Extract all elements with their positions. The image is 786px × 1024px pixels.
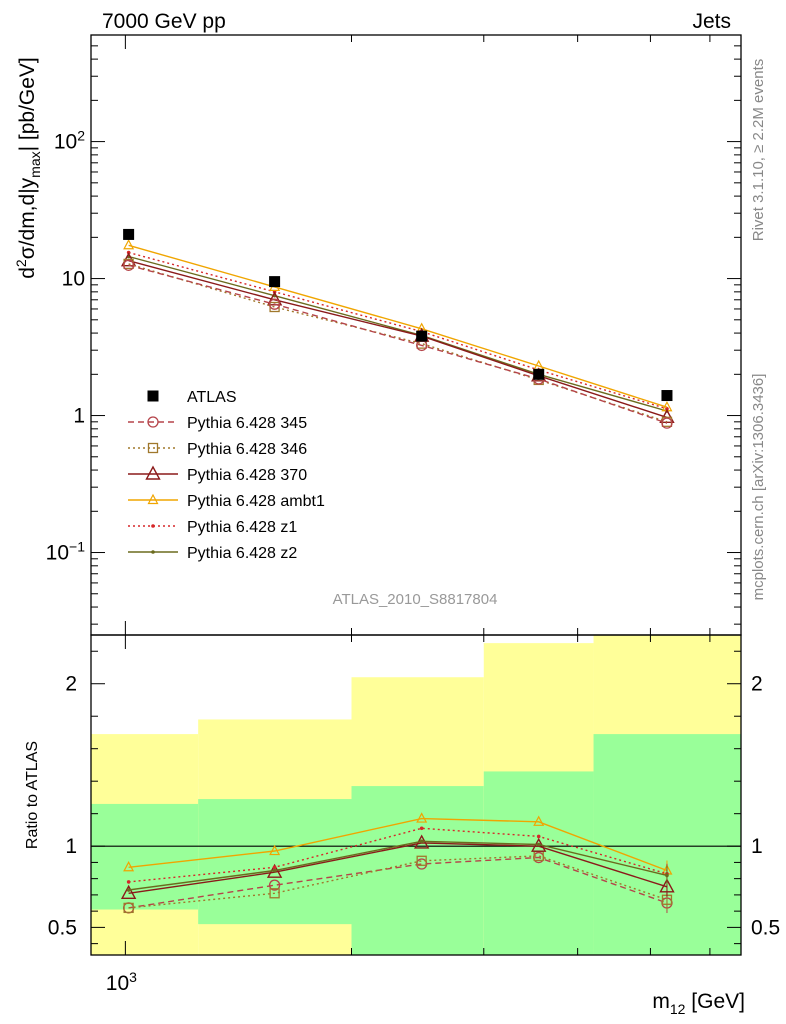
data-point [659, 408, 675, 424]
legend: ATLAS Pythia 6.428 345 Pythia 6.428 346 Pyt… [128, 389, 325, 562]
data-point [661, 417, 673, 429]
ratio-point [126, 880, 131, 884]
legend-marker [147, 390, 159, 402]
ratio-point [416, 855, 427, 866]
ratio-y-tick-label-right: 2 [751, 673, 763, 696]
data-point [533, 368, 545, 380]
ratio-point [419, 839, 424, 844]
legend-label: Pythia 6.428 z2 [187, 545, 297, 562]
legend-marker [145, 465, 161, 480]
legend-label: Pythia 6.428 ambt1 [187, 493, 325, 510]
ratio-y-tick-label: 1 [65, 835, 77, 858]
analysis-id: ATLAS_2010_S8817804 [333, 591, 498, 608]
ratio-point [536, 834, 541, 839]
series-line [128, 264, 668, 424]
band-stat-bin [593, 734, 741, 955]
ratio-point [665, 873, 669, 878]
series-line [128, 251, 668, 410]
ratio-point [659, 878, 675, 893]
y-tick-label: 1 [73, 405, 85, 428]
energy-label: 7000 GeV pp [102, 10, 226, 33]
main-y-axis-title: d2σ/dm,d|ymax| [pb/GeV] [13, 57, 43, 279]
data-point [665, 407, 669, 411]
ratio-y-tick-label: 0.5 [48, 916, 77, 939]
legend-marker [151, 550, 155, 554]
ratio-y-axis-title: Ratio to ATLAS [24, 741, 41, 849]
ratio-line [128, 817, 668, 872]
data-point [268, 298, 281, 310]
legend-marker [147, 442, 159, 454]
legend-entry: Pythia 6.428 z2 [128, 545, 297, 562]
x-tick-label: 103 [106, 969, 137, 995]
ratio-y-tick-label: 2 [65, 673, 77, 696]
data-point [661, 390, 673, 402]
x-axis-title: m12 [GeV] [652, 990, 745, 1017]
legend-label: Pythia 6.428 370 [187, 467, 307, 484]
legend-entry: ATLAS [147, 389, 237, 406]
process-label: Jets [692, 10, 731, 33]
main-series-layer [120, 228, 675, 429]
series-line [128, 255, 668, 412]
band-stat-bin [483, 771, 594, 955]
ratio-point [269, 844, 281, 856]
ratio-point [123, 861, 135, 872]
ratio-point [533, 815, 545, 826]
ratio-line [128, 827, 668, 883]
ratio-point [419, 826, 424, 831]
ratio-point [272, 868, 277, 873]
ratio-y-tick-label-right: 0.5 [751, 916, 780, 939]
data-point [122, 259, 135, 271]
ratio-point [123, 902, 134, 914]
legend-marker [147, 493, 159, 505]
ratio-point [272, 865, 277, 870]
ratio-point [120, 884, 137, 899]
legend-marker [151, 524, 155, 528]
legend-entry: Pythia 6.428 345 [128, 415, 307, 432]
axes-layer: 10−1 1 10 102 103 0.5 0.5 1 1 2 2 [46, 34, 780, 995]
y-tick-label: 10 [62, 268, 85, 291]
ratio-point [536, 842, 541, 847]
ratio-frame [90, 634, 742, 956]
data-point [123, 228, 135, 240]
y-tick-label: 10−1 [46, 539, 86, 565]
series-pythia-6-428-ambt1 [123, 238, 673, 412]
series-line [128, 244, 668, 408]
y-tick-label: 102 [54, 128, 85, 154]
series-atlas [123, 228, 673, 402]
ratio-point [269, 888, 280, 899]
legend-entry: Pythia 6.428 370 [128, 465, 307, 484]
data-point [269, 276, 281, 288]
ratio-y-tick-label-right: 1 [751, 835, 763, 858]
ratio-point [416, 812, 428, 823]
legend-entry: Pythia 6.428 ambt1 [128, 493, 325, 510]
legend-label: Pythia 6.428 346 [187, 441, 307, 458]
ratio-series-layer [120, 812, 675, 914]
data-point [416, 330, 428, 342]
band-stat-bin [91, 803, 199, 910]
mcplots-label: mcplots.cern.ch [arXiv:1306.3436] [750, 374, 767, 601]
ratio-series-pythia-6-428-z2 [126, 839, 669, 892]
legend-label: Pythia 6.428 345 [187, 415, 307, 432]
ratio-uncertainty-bands [91, 635, 741, 955]
rivet-label: Rivet 3.1.10, ≥ 2.2M events [750, 59, 767, 242]
data-point [123, 238, 135, 250]
legend-label: ATLAS [187, 389, 237, 406]
ratio-point [268, 879, 281, 891]
legend-entry: Pythia 6.428 z1 [128, 519, 297, 536]
legend-label: Pythia 6.428 z1 [187, 519, 297, 536]
legend-entry: Pythia 6.428 346 [128, 441, 307, 458]
legend-marker [147, 416, 159, 428]
ratio-point [126, 888, 131, 892]
band-stat-bin [351, 786, 484, 955]
